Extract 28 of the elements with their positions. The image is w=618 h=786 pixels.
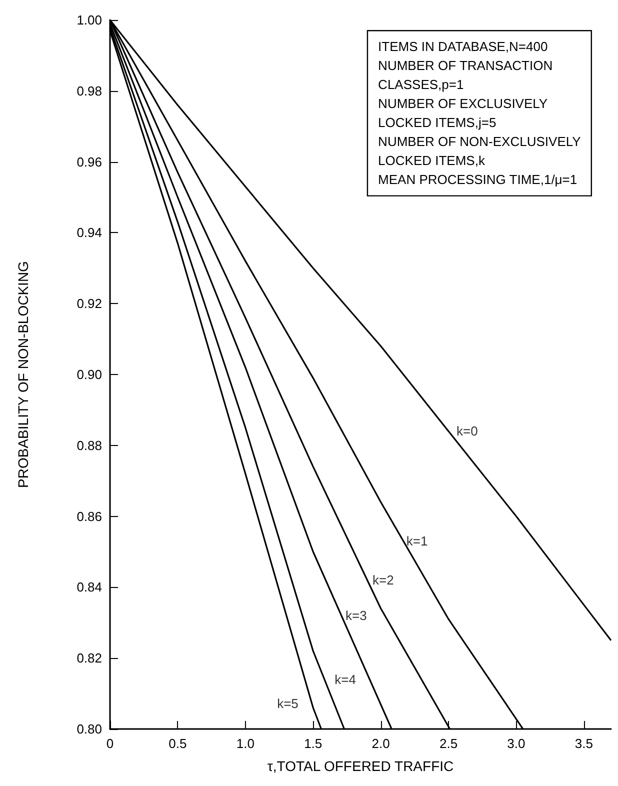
- y-tick-label: 0.92: [76, 296, 102, 312]
- annotation: k=4: [334, 672, 356, 687]
- x-tick-label: 1.5: [304, 736, 322, 751]
- y-axis-title: PROBABILITY OF NON-BLOCKING: [15, 261, 31, 488]
- annotation: k=0: [456, 424, 478, 439]
- x-tick-label: 0: [106, 736, 114, 751]
- x-tick-label: 3.5: [574, 736, 593, 751]
- x-tick-label: 2.0: [372, 736, 390, 751]
- y-tick-label: 0.82: [76, 650, 102, 666]
- y-tick-label: 0.96: [76, 154, 102, 170]
- y-tick-label: 0.94: [76, 225, 102, 240]
- y-tick-label: 0.84: [76, 580, 102, 595]
- y-tick-label: 0.80: [76, 722, 102, 736]
- x-tick-label: 2.5: [439, 736, 458, 751]
- y-tick-label: 1.00: [76, 12, 102, 28]
- x-tick-label: 1.0: [236, 736, 254, 751]
- annotation: k=1: [406, 534, 428, 549]
- y-tick-label: 0.90: [76, 367, 102, 382]
- x-tick-label: 3.0: [507, 736, 526, 751]
- y-tick-label: 0.88: [76, 438, 102, 453]
- annotation: ITEMS IN DATABASE,N=400 NUMBER OF TRANSACTION CLASSES,p=1 NUMBER OF EXCLUSIVELY LOCKED ITEMS,j=5 NUMBER OF NON-EXCLUSIVELY LOCKED ITEMS,k MEAN PROCESSING TIME,1/μ=1: [378, 39, 582, 188]
- annotation: k=5: [277, 696, 298, 712]
- annotation: k=3: [345, 608, 367, 624]
- annotation: k=2: [372, 572, 394, 588]
- y-tick-label: 0.98: [76, 83, 102, 98]
- x-tick-label: 0.5: [168, 736, 187, 751]
- y-tick-label: 0.86: [76, 508, 102, 524]
- x-axis-title: τ,TOTAL OFFERED TRAFFIC: [267, 758, 454, 774]
